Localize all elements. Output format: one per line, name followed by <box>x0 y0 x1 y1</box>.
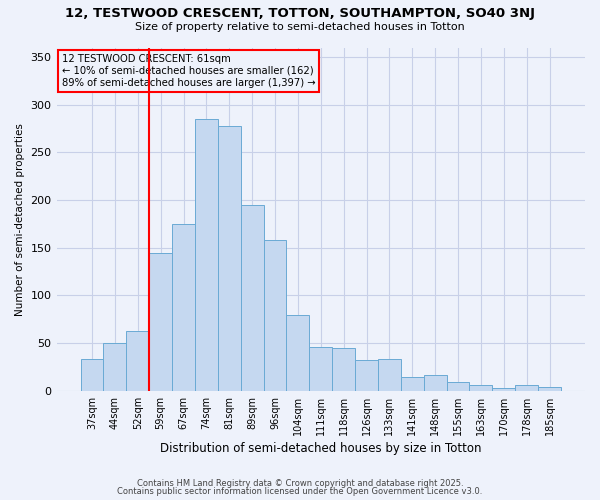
Y-axis label: Number of semi-detached properties: Number of semi-detached properties <box>15 122 25 316</box>
Text: 12 TESTWOOD CRESCENT: 61sqm
← 10% of semi-detached houses are smaller (162)
89% : 12 TESTWOOD CRESCENT: 61sqm ← 10% of sem… <box>62 54 316 88</box>
Bar <box>493 388 515 391</box>
Bar <box>538 387 561 391</box>
Bar <box>355 360 378 391</box>
Bar <box>195 119 218 391</box>
Bar <box>149 252 172 391</box>
Bar <box>241 205 263 391</box>
X-axis label: Distribution of semi-detached houses by size in Totton: Distribution of semi-detached houses by … <box>160 442 482 455</box>
Bar <box>401 376 424 391</box>
Bar <box>310 347 332 391</box>
Bar <box>218 126 241 391</box>
Bar <box>332 348 355 391</box>
Bar <box>286 314 310 391</box>
Bar <box>172 224 195 391</box>
Bar <box>424 374 446 391</box>
Text: Contains HM Land Registry data © Crown copyright and database right 2025.: Contains HM Land Registry data © Crown c… <box>137 478 463 488</box>
Bar <box>263 240 286 391</box>
Bar <box>515 385 538 391</box>
Bar <box>469 385 493 391</box>
Text: Contains public sector information licensed under the Open Government Licence v3: Contains public sector information licen… <box>118 487 482 496</box>
Bar <box>446 382 469 391</box>
Bar <box>103 343 127 391</box>
Bar <box>127 330 149 391</box>
Text: Size of property relative to semi-detached houses in Totton: Size of property relative to semi-detach… <box>135 22 465 32</box>
Bar <box>378 360 401 391</box>
Text: 12, TESTWOOD CRESCENT, TOTTON, SOUTHAMPTON, SO40 3NJ: 12, TESTWOOD CRESCENT, TOTTON, SOUTHAMPT… <box>65 8 535 20</box>
Bar <box>80 360 103 391</box>
